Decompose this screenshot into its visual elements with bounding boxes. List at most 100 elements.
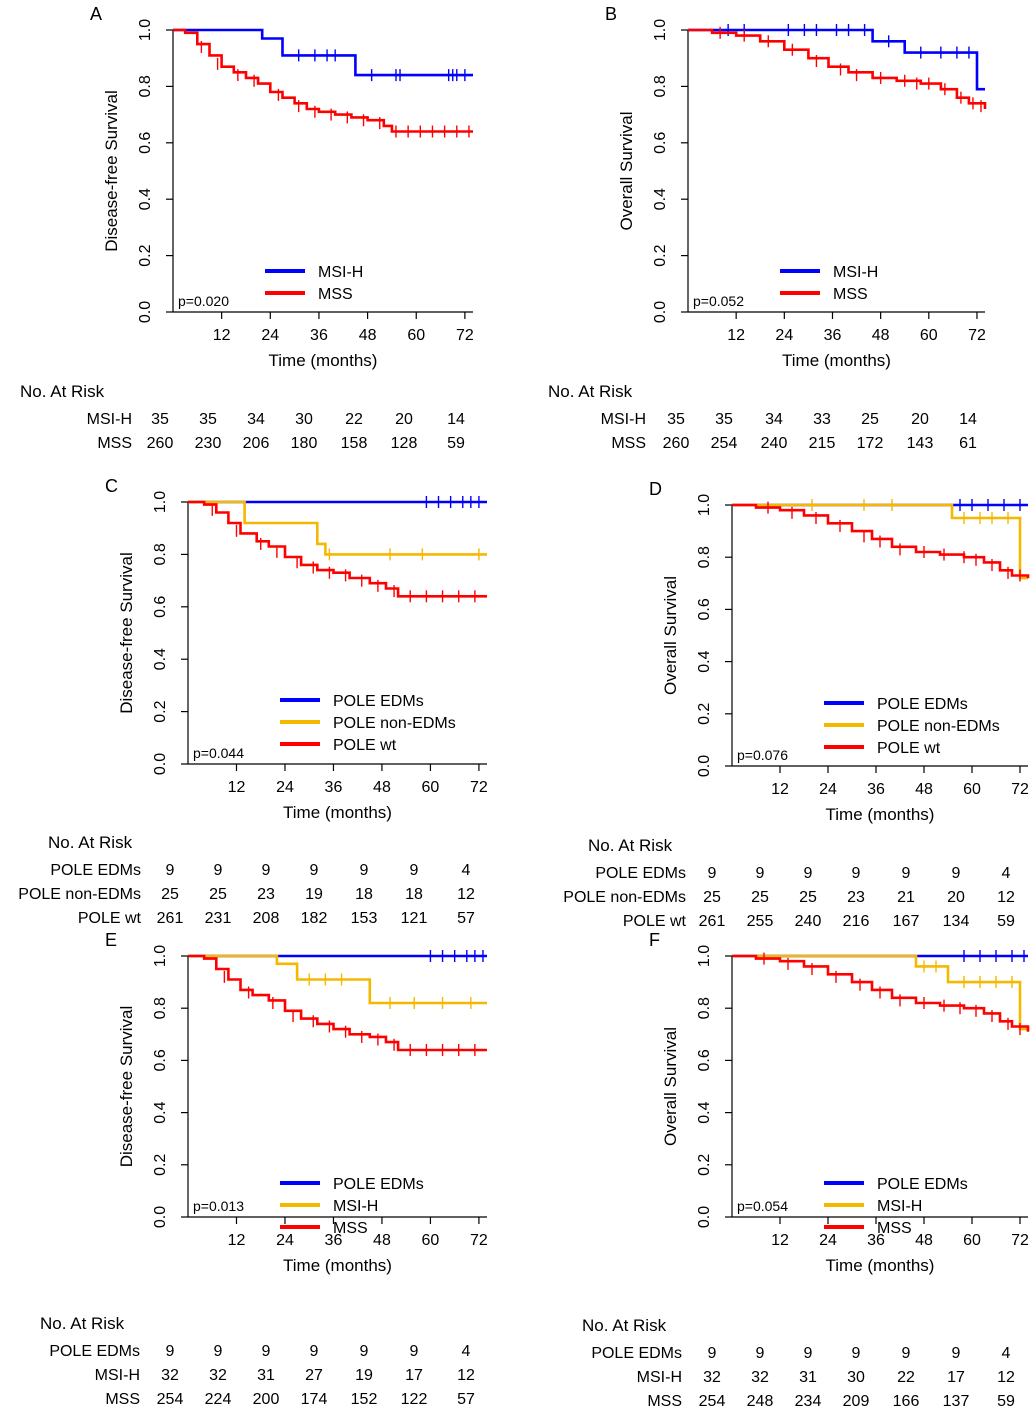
risk-count: 14 bbox=[447, 411, 465, 428]
risk-count: 17 bbox=[405, 1367, 423, 1384]
risk-count: 167 bbox=[893, 913, 920, 930]
risk-count: 57 bbox=[457, 1391, 475, 1408]
risk-count: 9 bbox=[214, 1343, 223, 1360]
series-pole-non-edms bbox=[732, 499, 1028, 580]
risk-row-label: MSS bbox=[647, 1393, 682, 1409]
risk-count: 9 bbox=[902, 865, 911, 882]
series-pole-wt bbox=[188, 500, 487, 603]
risk-count: 30 bbox=[295, 411, 313, 428]
y-tick-label: 1.0 bbox=[696, 494, 713, 516]
x-tick-label: 60 bbox=[422, 779, 440, 796]
risk-table-heading: No. At Risk bbox=[48, 833, 133, 852]
y-tick-label: 0.4 bbox=[152, 1101, 169, 1123]
risk-count: 32 bbox=[209, 1367, 227, 1384]
risk-count: 248 bbox=[747, 1393, 774, 1409]
x-axis-title: Time (months) bbox=[782, 351, 891, 370]
risk-count: 9 bbox=[852, 865, 861, 882]
risk-count: 30 bbox=[847, 1369, 865, 1386]
y-tick-label: 0.6 bbox=[152, 1049, 169, 1071]
risk-count: 260 bbox=[147, 435, 174, 452]
risk-table-heading: No. At Risk bbox=[582, 1316, 667, 1335]
survival-curve bbox=[188, 954, 487, 1005]
legend: POLE EDMs MSI-H MSS bbox=[280, 1176, 424, 1237]
p-value: p=0.020 bbox=[178, 293, 229, 309]
risk-table: No. At Risk MSI-H 35 35 34 33 25 20 14 MSS 260 254 2… bbox=[548, 382, 977, 452]
risk-count: 254 bbox=[699, 1393, 726, 1409]
panel-letter: F bbox=[649, 930, 660, 950]
risk-row-label: MSS bbox=[105, 1391, 140, 1408]
risk-row-label: POLE EDMs bbox=[591, 1345, 682, 1362]
y-tick-label: 0.6 bbox=[696, 1049, 713, 1071]
p-value: p=0.044 bbox=[193, 745, 244, 761]
risk-count: 22 bbox=[897, 1369, 915, 1386]
survival-curve bbox=[173, 28, 473, 77]
x-tick-label: 72 bbox=[1011, 1232, 1029, 1249]
survival-curve bbox=[188, 500, 487, 598]
risk-table-heading: No. At Risk bbox=[588, 836, 673, 855]
legend: POLE EDMs POLE non-EDMs POLE wt bbox=[824, 696, 1000, 757]
series-mss bbox=[173, 28, 473, 138]
x-tick-label: 36 bbox=[824, 327, 842, 344]
risk-count: 9 bbox=[166, 862, 175, 879]
risk-count: 9 bbox=[952, 1345, 961, 1362]
y-tick-label: 0.2 bbox=[652, 244, 669, 266]
risk-count: 260 bbox=[663, 435, 690, 452]
y-tick-label: 0.0 bbox=[152, 1206, 169, 1228]
risk-count: 9 bbox=[804, 1345, 813, 1362]
legend: MSI-H MSS bbox=[780, 264, 878, 303]
y-tick-label: 0.8 bbox=[137, 75, 154, 97]
risk-count: 224 bbox=[205, 1391, 232, 1408]
risk-count: 128 bbox=[391, 435, 418, 452]
risk-row-label: MSS bbox=[97, 435, 132, 452]
x-tick-label: 12 bbox=[228, 1232, 246, 1249]
risk-count: 61 bbox=[959, 435, 977, 452]
series-msi-h bbox=[688, 24, 985, 91]
legend-label: POLE EDMs bbox=[877, 696, 968, 713]
risk-table: No. At Risk MSI-H 35 35 34 30 22 20 14 MSS 260 230 2… bbox=[20, 382, 465, 452]
risk-count: 25 bbox=[799, 889, 817, 906]
x-tick-label: 60 bbox=[920, 327, 938, 344]
legend-label: MSS bbox=[833, 286, 868, 303]
risk-row-label: MSI-H bbox=[637, 1369, 682, 1386]
risk-count: 240 bbox=[761, 435, 788, 452]
risk-count: 134 bbox=[943, 913, 970, 930]
risk-count: 172 bbox=[857, 435, 884, 452]
panel-letter: E bbox=[105, 930, 117, 950]
risk-table-heading: No. At Risk bbox=[20, 382, 105, 401]
risk-count: 9 bbox=[262, 1343, 271, 1360]
legend-label: MSS bbox=[318, 286, 353, 303]
risk-row-label: POLE wt bbox=[623, 913, 687, 930]
series-mss bbox=[188, 954, 487, 1056]
legend-label: POLE wt bbox=[333, 737, 397, 754]
y-tick-label: 0.2 bbox=[696, 703, 713, 725]
risk-count: 200 bbox=[253, 1391, 280, 1408]
risk-count: 59 bbox=[997, 1393, 1015, 1409]
risk-row-label: POLE non-EDMs bbox=[18, 886, 141, 903]
risk-count: 180 bbox=[291, 435, 318, 452]
risk-count: 9 bbox=[410, 1343, 419, 1360]
risk-count: 143 bbox=[907, 435, 934, 452]
y-tick-label: 0.6 bbox=[696, 598, 713, 620]
y-tick-label: 0.0 bbox=[152, 753, 169, 775]
y-axis-title: Overall Survival bbox=[617, 111, 636, 230]
risk-count: 231 bbox=[205, 910, 232, 927]
risk-count: 209 bbox=[843, 1393, 870, 1409]
risk-count: 12 bbox=[457, 886, 475, 903]
x-tick-label: 36 bbox=[867, 781, 885, 798]
legend-label: MSI-H bbox=[318, 264, 363, 281]
risk-count: 27 bbox=[305, 1367, 323, 1384]
risk-row-label: POLE non-EDMs bbox=[563, 889, 686, 906]
risk-count: 23 bbox=[257, 886, 275, 903]
y-tick-label: 1.0 bbox=[137, 19, 154, 41]
km-panel-b: B 0.0 0.2 0.4 0.6 0.8 1.0 12 24 36 48 60 72 Time (mon… bbox=[548, 4, 987, 452]
series-pole-wt bbox=[732, 501, 1030, 582]
series-pole-non-edms bbox=[188, 500, 487, 561]
risk-count: 31 bbox=[799, 1369, 817, 1386]
risk-count: 240 bbox=[795, 913, 822, 930]
risk-count: 20 bbox=[395, 411, 413, 428]
x-tick-label: 12 bbox=[213, 327, 231, 344]
y-tick-label: 0.0 bbox=[696, 755, 713, 777]
series-mss bbox=[688, 26, 987, 113]
risk-count: 9 bbox=[262, 862, 271, 879]
y-tick-label: 0.4 bbox=[696, 1101, 713, 1123]
